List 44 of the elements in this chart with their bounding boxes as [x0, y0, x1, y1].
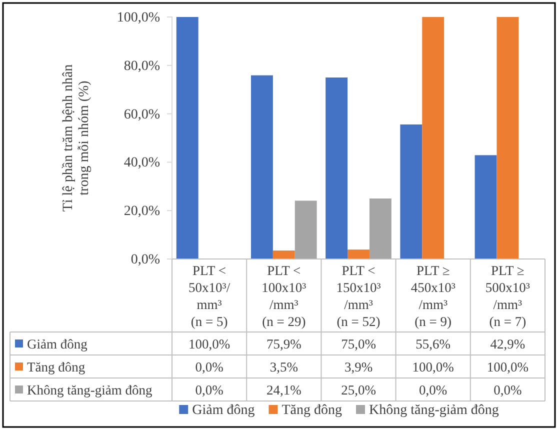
data-label: 3,9%: [344, 360, 373, 374]
x-tick-label: PLT ≥ 450x10³ /mm³ (n = 9): [410, 263, 456, 329]
bar: [176, 17, 198, 259]
bar: [474, 155, 497, 259]
bar: [272, 250, 295, 259]
legend-label: Giảm đông: [27, 336, 88, 352]
x-tick-label: PLT < 50x10³/ mm³ (n = 5): [188, 263, 230, 329]
bar: [496, 17, 519, 259]
x-tick-label: PLT ≥ 500x10³ /mm³ (n = 7): [485, 263, 530, 329]
bar: [250, 75, 273, 259]
x-tick-label: PLT < 100x10³ /mm³ (n = 29): [262, 263, 306, 329]
data-label: 0,0%: [195, 382, 224, 398]
text: Giảm đông: [192, 403, 255, 418]
y-tick-label: 20,0%: [124, 204, 160, 220]
bar: [326, 78, 348, 259]
bar: [348, 250, 370, 259]
data-label: 100,0%: [486, 360, 529, 374]
y-tick-label: 80,0%: [124, 58, 160, 74]
y-tick-label: 100,0%: [116, 10, 160, 26]
x-tick-label: PLT < 150x10³ /mm³ (n = 52): [336, 263, 381, 329]
y-axis-title: Tỉ lệ phần trăm bệnh nhân trong mỗi nhóm (%): [61, 64, 92, 212]
data-label: 0,0%: [494, 382, 522, 398]
data-label: 75,0%: [341, 336, 376, 352]
y-tick-label: 60,0%: [124, 107, 160, 122]
data-label: 3,5%: [270, 360, 298, 374]
data-label: 100,0%: [412, 360, 454, 374]
y-tick-label: 40,0%: [124, 156, 160, 171]
bar: [422, 17, 444, 259]
bar: [294, 200, 317, 259]
y-tick-label: 0,0%: [130, 252, 160, 268]
data-label: 25,0%: [341, 382, 376, 398]
data-label: 42,9%: [490, 336, 526, 352]
data-label: 75,9%: [266, 336, 302, 352]
data-label: 24,1%: [266, 382, 302, 398]
data-label: 100,0%: [188, 336, 230, 352]
bar: [400, 124, 422, 259]
legend-label: Tăng đông: [282, 403, 342, 418]
data-label: 0,0%: [195, 360, 224, 374]
data-label: 55,6%: [416, 336, 451, 352]
data-label: 0,0%: [419, 382, 448, 398]
bar: [369, 198, 392, 259]
legend-label: Không tăng-giảm đông: [369, 403, 499, 418]
text: Tăng đông: [27, 360, 86, 374]
text: Không tăng-giảm đông: [27, 382, 152, 398]
